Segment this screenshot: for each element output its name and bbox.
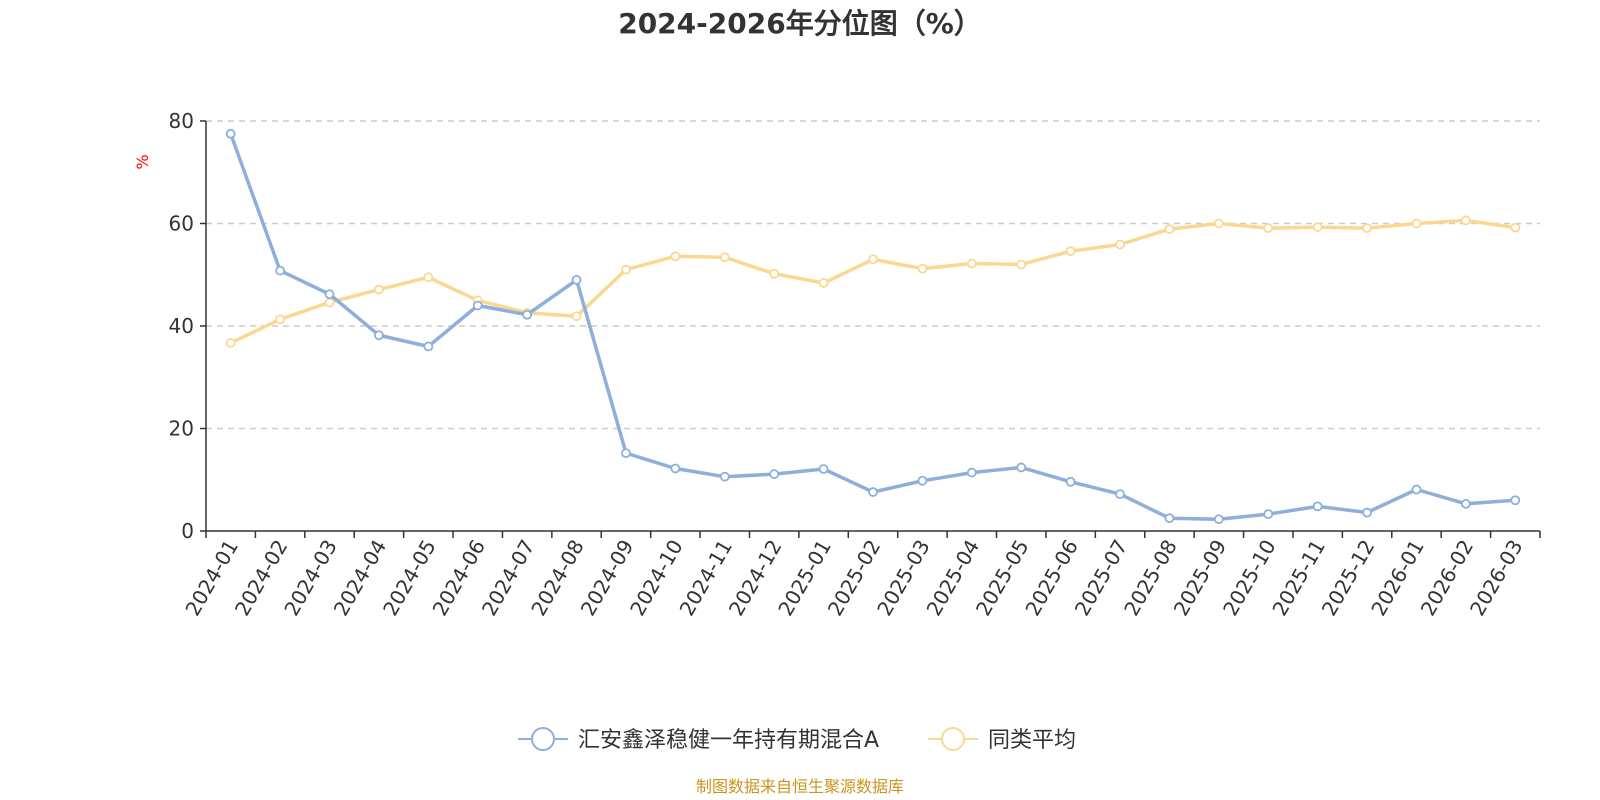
fund-data-point[interactable] (769, 469, 780, 480)
average-data-point[interactable] (1263, 223, 1274, 234)
y-tick-label: 80 (169, 109, 194, 133)
average-data-point[interactable] (1362, 223, 1372, 234)
y-tick-label: 60 (169, 212, 194, 236)
fund-data-point[interactable] (1362, 507, 1372, 518)
fund-data-point[interactable] (719, 471, 730, 482)
average-data-point[interactable] (966, 258, 977, 269)
legend[interactable]: 汇安鑫泽稳健一年持有期混合A 同类平均 (518, 727, 1076, 753)
average-data-point[interactable] (1065, 246, 1076, 257)
average-series-line (228, 218, 1518, 345)
grid-lines (206, 120, 1540, 430)
series-lines (225, 128, 1521, 525)
y-tick-label: 0 (181, 519, 194, 543)
fund-data-point[interactable] (472, 300, 483, 311)
average-data-point[interactable] (917, 263, 928, 274)
fund-data-point[interactable] (621, 448, 631, 459)
average-data-point[interactable] (1312, 222, 1323, 232)
average-data-point[interactable] (225, 338, 236, 348)
y-tick-label: 20 (169, 417, 194, 441)
source-note: 制图数据来自恒生聚源数据库 (696, 777, 904, 796)
average-data-point[interactable] (621, 264, 631, 275)
fund-data-point[interactable] (1510, 495, 1521, 506)
average-data-point[interactable] (1164, 224, 1175, 235)
average-data-point[interactable] (1115, 239, 1125, 250)
fund-data-point[interactable] (1016, 462, 1027, 473)
fund-data-point[interactable] (1411, 484, 1422, 495)
average-data-point[interactable] (719, 252, 730, 263)
legend-circle-icon (531, 727, 555, 751)
fund-data-point[interactable] (1460, 498, 1471, 509)
average-data-point[interactable] (818, 278, 829, 288)
fund-data-point[interactable] (917, 475, 928, 486)
fund-data-point[interactable] (374, 330, 384, 341)
fund-data-point[interactable] (275, 265, 286, 276)
average-data-point[interactable] (1213, 218, 1224, 229)
average-data-point[interactable] (374, 284, 384, 295)
fund-data-point[interactable] (1065, 476, 1076, 487)
average-data-point[interactable] (1460, 215, 1471, 226)
average-data-point[interactable] (670, 251, 681, 262)
chart-title: 2024-2026年分位图（%） (618, 7, 982, 40)
legend-label: 同类平均 (988, 728, 1076, 753)
y-tick-label: 40 (169, 314, 194, 338)
fund-data-point[interactable] (818, 464, 829, 474)
legend-circle-icon (941, 727, 965, 751)
fund-data-point[interactable] (1164, 513, 1175, 524)
fund-data-point[interactable] (966, 467, 977, 478)
average-data-point[interactable] (324, 297, 335, 308)
legend-item-fund[interactable]: 汇安鑫泽稳健一年持有期混合A (518, 727, 879, 753)
average-data-point[interactable] (1411, 218, 1422, 229)
average-data-point[interactable] (1510, 222, 1521, 233)
average-data-point[interactable] (1016, 259, 1027, 270)
fund-data-point[interactable] (1312, 501, 1323, 512)
fund-data-point[interactable] (1213, 514, 1224, 525)
average-data-point[interactable] (275, 314, 286, 325)
average-data-point[interactable] (868, 254, 878, 265)
fund-data-point[interactable] (324, 289, 335, 300)
axes: 0204060802024-012024-022024-032024-04202… (169, 109, 1541, 620)
fund-data-point[interactable] (670, 463, 681, 474)
fund-data-point[interactable] (522, 309, 533, 320)
y-axis-unit-label: % (133, 154, 152, 169)
fund-data-point[interactable] (1263, 509, 1274, 519)
average-data-point[interactable] (423, 272, 434, 283)
legend-item-average[interactable]: 同类平均 (928, 727, 1076, 753)
fund-data-point[interactable] (225, 128, 236, 139)
legend-label: 汇安鑫泽稳健一年持有期混合A (578, 728, 879, 753)
fund-data-point[interactable] (868, 487, 878, 497)
fund-data-point[interactable] (1115, 489, 1125, 500)
fund-data-point[interactable] (423, 341, 434, 352)
fund-data-point[interactable] (571, 274, 582, 285)
average-data-point[interactable] (571, 311, 582, 322)
average-data-point[interactable] (769, 268, 780, 279)
